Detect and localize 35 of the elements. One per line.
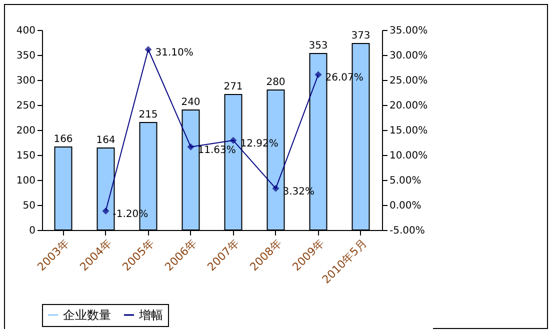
y-tick-label: 100 (16, 176, 36, 186)
data-label: 240 (181, 97, 200, 108)
y-tick-label: 250 (16, 100, 36, 112)
point (272, 184, 280, 192)
y2-tick-label: 30.00% (390, 50, 428, 62)
y2-tick-label: 10.00% (390, 150, 428, 162)
data-label: 373 (351, 30, 370, 42)
legend-label: 增幅 (138, 308, 163, 322)
y-tick-label: 200 (16, 126, 36, 136)
y-tick-label: 150 (16, 150, 36, 162)
y-tick-label: 0 (29, 226, 36, 236)
legend-label: 企业数量 (63, 308, 111, 322)
data-label: 166 (54, 134, 73, 145)
y-tick-label: 50 (22, 200, 36, 212)
y2-tick-label: 15.00% (390, 126, 428, 136)
y2-tick-label: 5.00% (390, 176, 422, 186)
data-label: 353 (308, 40, 328, 52)
y-tick-label: 400 (16, 26, 36, 36)
y2-tick-label: 0.00% (390, 200, 422, 212)
point (144, 46, 152, 54)
y-tick-label: 350 (16, 50, 36, 62)
data-label: 31.10% (155, 48, 194, 58)
y-tick-label: 300 (16, 76, 36, 86)
point (187, 143, 194, 150)
y2-tick-label: 35.00% (390, 26, 428, 36)
y2-tick-label: -5.00% (390, 226, 425, 236)
y2-tick-label: 25.00% (390, 76, 428, 86)
point (230, 136, 237, 144)
point (102, 207, 110, 215)
data-label: 271 (224, 82, 243, 92)
data-label: 164 (96, 135, 116, 146)
data-label: 280 (266, 77, 286, 88)
point (314, 71, 322, 78)
y2-tick-label: 20.00% (390, 100, 428, 112)
data-label: 215 (138, 110, 158, 120)
